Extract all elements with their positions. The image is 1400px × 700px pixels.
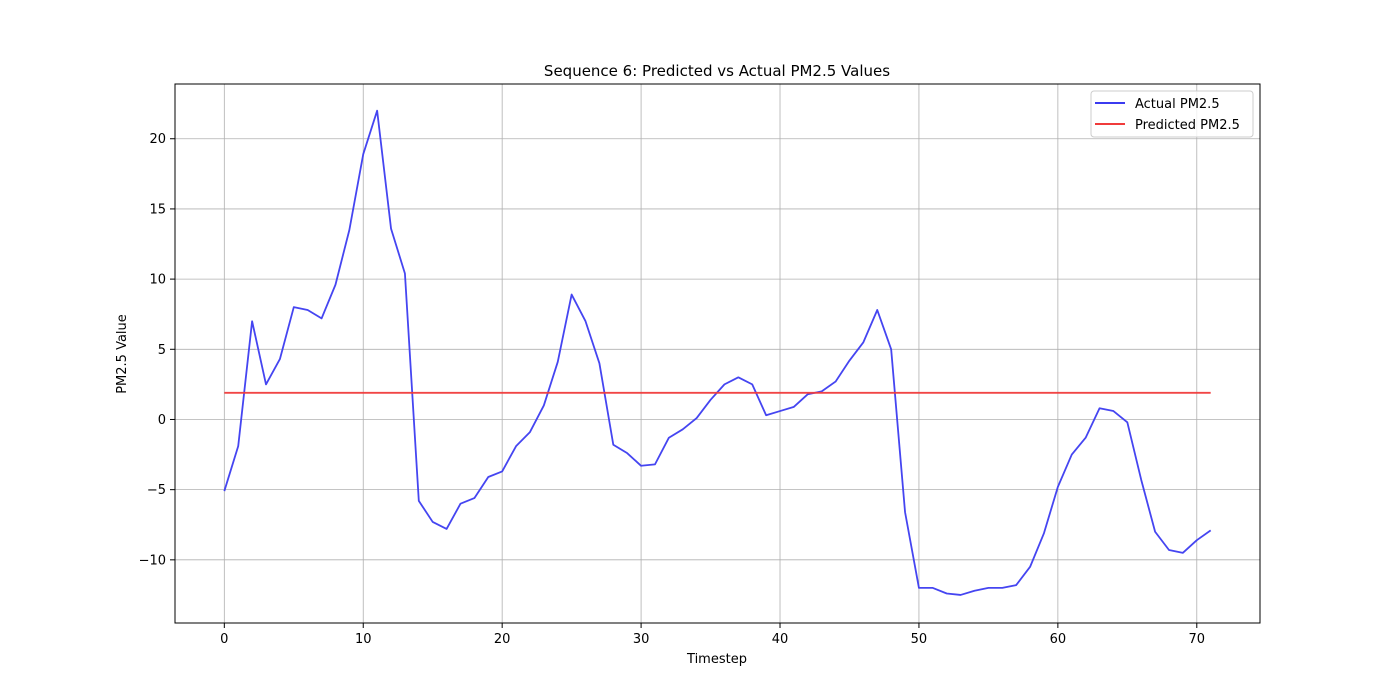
x-tick-label: 10 <box>355 632 372 647</box>
series-line-actual <box>223 109 1212 596</box>
x-tick-label: 40 <box>772 632 789 647</box>
legend: Actual PM2.5 Predicted PM2.5 <box>1090 90 1254 138</box>
x-tick-label: 0 <box>220 632 228 647</box>
y-tick-label: 15 <box>149 202 166 217</box>
legend-box <box>1090 90 1254 138</box>
series-layer <box>223 109 1212 596</box>
plot-frame <box>174 83 1261 624</box>
legend-label-predicted: Predicted PM2.5 <box>1135 118 1240 133</box>
chart-title: Sequence 6: Predicted vs Actual PM2.5 Va… <box>544 62 890 80</box>
x-tick-label: 60 <box>1050 632 1067 647</box>
x-tick-label: 50 <box>911 632 928 647</box>
y-tick-label: 20 <box>149 132 166 147</box>
x-tick-label: 70 <box>1189 632 1206 647</box>
y-tick-label: 5 <box>158 343 166 358</box>
x-tick-label: 20 <box>494 632 511 647</box>
ticks: 0 10 20 30 40 50 60 70 −10 −5 0 5 10 15 20 <box>139 132 1206 647</box>
y-axis-label: PM2.5 Value <box>115 314 130 394</box>
legend-label-actual: Actual PM2.5 <box>1135 97 1220 112</box>
y-tick-label: 10 <box>149 273 166 288</box>
grid <box>175 84 1260 623</box>
y-tick-label: −10 <box>139 553 166 568</box>
x-axis-label: Timestep <box>686 652 747 667</box>
y-tick-label: −5 <box>147 483 166 498</box>
x-tick-label: 30 <box>633 632 650 647</box>
y-tick-label: 0 <box>158 413 166 428</box>
